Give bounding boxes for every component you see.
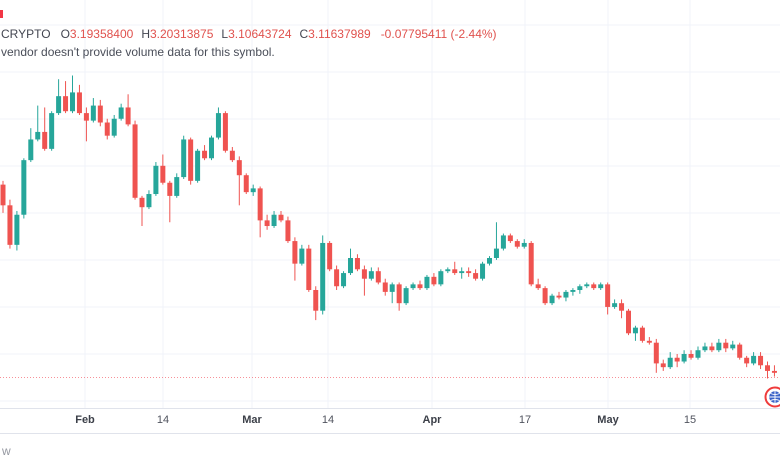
time-axis-label: Feb: [75, 414, 95, 426]
open-readout: O3.19358400: [61, 27, 134, 41]
high-label: H: [141, 27, 150, 41]
close-readout: C3.11637989: [300, 27, 371, 41]
time-axis-label: Apr: [422, 414, 442, 426]
change-value: -0.07795411 (-2.44%): [380, 27, 497, 41]
time-axis-label: 14: [321, 414, 335, 426]
open-label: O: [60, 27, 70, 41]
low-label: L: [221, 27, 229, 41]
open-value: 3.19358400: [69, 27, 134, 41]
site-logo-icon[interactable]: [764, 386, 780, 408]
close-value: 3.11637989: [308, 27, 371, 41]
clipped-red-fragment: [0, 10, 3, 18]
low-value: 3.10643724: [228, 27, 292, 41]
time-axis-label: 15: [683, 414, 697, 426]
time-axis-label: 17: [518, 414, 532, 426]
time-axis[interactable]: Feb 14 Mar 14 Apr 17 May 15: [0, 412, 780, 432]
watermark-fragment: w: [2, 444, 11, 458]
symbol-label[interactable]: CRYPTO: [1, 27, 51, 41]
time-axis-bottom-border: [0, 433, 780, 434]
close-label: C: [299, 27, 309, 41]
high-value: 3.20313875: [150, 27, 214, 41]
time-axis-top-border: [0, 408, 780, 409]
low-readout: L3.10643724: [221, 27, 291, 41]
ohlc-legend: CRYPTO O3.19358400 H3.20313875 L3.106437…: [1, 27, 497, 41]
time-axis-label: Mar: [242, 414, 262, 426]
time-axis-label: 14: [156, 414, 170, 426]
high-readout: H3.20313875: [141, 27, 213, 41]
time-axis-label: May: [597, 414, 619, 426]
volume-notice: vendor doesn't provide volume data for t…: [1, 45, 275, 59]
